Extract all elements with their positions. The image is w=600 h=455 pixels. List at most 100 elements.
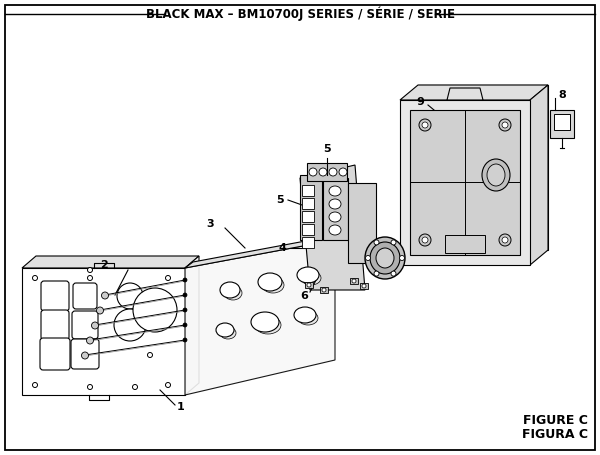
Polygon shape <box>185 256 199 395</box>
Circle shape <box>362 284 366 288</box>
Circle shape <box>88 275 92 280</box>
Text: 4: 4 <box>278 243 286 253</box>
Bar <box>323 178 348 240</box>
Circle shape <box>32 275 37 280</box>
Bar <box>550 110 574 138</box>
Circle shape <box>365 256 371 261</box>
Circle shape <box>319 168 327 176</box>
Circle shape <box>101 292 109 299</box>
Text: BLACK MAX – BM10700J SERIES / SÉRIE / SERIE: BLACK MAX – BM10700J SERIES / SÉRIE / SE… <box>146 7 455 21</box>
Circle shape <box>422 237 428 243</box>
Circle shape <box>166 383 170 388</box>
Circle shape <box>183 293 187 297</box>
Ellipse shape <box>365 237 405 279</box>
Ellipse shape <box>294 307 316 323</box>
Bar <box>305 282 313 288</box>
Ellipse shape <box>251 312 279 332</box>
Circle shape <box>117 283 143 309</box>
Polygon shape <box>22 268 185 395</box>
Circle shape <box>374 240 379 245</box>
Circle shape <box>183 323 187 327</box>
Polygon shape <box>447 88 483 100</box>
Bar <box>445 235 485 253</box>
Circle shape <box>422 122 428 128</box>
Circle shape <box>88 384 92 389</box>
Circle shape <box>419 234 431 246</box>
Text: 5: 5 <box>277 195 284 205</box>
Circle shape <box>97 307 104 314</box>
Ellipse shape <box>329 186 341 196</box>
Text: 8: 8 <box>558 90 566 100</box>
Polygon shape <box>22 256 199 268</box>
Circle shape <box>166 275 170 280</box>
Ellipse shape <box>255 316 281 334</box>
Text: 9: 9 <box>416 97 424 107</box>
Text: FIGURA C: FIGURA C <box>522 428 588 440</box>
Circle shape <box>322 288 326 292</box>
Bar <box>300 175 322 240</box>
Text: 2: 2 <box>100 260 108 270</box>
Ellipse shape <box>370 242 400 274</box>
Circle shape <box>183 278 187 282</box>
FancyBboxPatch shape <box>41 310 69 340</box>
Ellipse shape <box>329 225 341 235</box>
Text: 7: 7 <box>392 260 400 270</box>
Polygon shape <box>300 165 365 290</box>
Circle shape <box>91 322 98 329</box>
Polygon shape <box>530 85 548 265</box>
Text: 1: 1 <box>177 402 185 412</box>
Bar <box>554 114 570 130</box>
Circle shape <box>133 384 137 389</box>
Ellipse shape <box>482 159 510 191</box>
Circle shape <box>183 308 187 312</box>
Ellipse shape <box>298 311 318 325</box>
Bar <box>302 211 314 222</box>
Circle shape <box>82 352 89 359</box>
Circle shape <box>148 353 152 358</box>
Ellipse shape <box>224 286 242 300</box>
Polygon shape <box>400 85 548 100</box>
Circle shape <box>88 268 92 273</box>
Circle shape <box>307 283 311 287</box>
Circle shape <box>400 256 404 261</box>
Bar <box>320 287 328 293</box>
Circle shape <box>32 383 37 388</box>
Polygon shape <box>185 240 335 395</box>
Ellipse shape <box>329 199 341 209</box>
Text: FIGURE C: FIGURE C <box>523 414 587 426</box>
Circle shape <box>419 119 431 131</box>
Ellipse shape <box>329 212 341 222</box>
Bar <box>302 198 314 209</box>
Circle shape <box>114 309 146 341</box>
Bar <box>350 278 358 284</box>
Bar <box>302 237 314 248</box>
Polygon shape <box>400 100 530 265</box>
Circle shape <box>374 271 379 276</box>
Text: 5: 5 <box>323 144 331 154</box>
Circle shape <box>329 168 337 176</box>
Circle shape <box>499 234 511 246</box>
Bar <box>360 283 368 289</box>
Circle shape <box>183 338 187 342</box>
Circle shape <box>352 279 356 283</box>
Text: 6: 6 <box>300 291 308 301</box>
Circle shape <box>86 337 94 344</box>
Bar <box>302 224 314 235</box>
Polygon shape <box>185 234 343 268</box>
Ellipse shape <box>297 267 319 283</box>
Circle shape <box>499 119 511 131</box>
Ellipse shape <box>301 271 321 285</box>
Circle shape <box>502 122 508 128</box>
FancyBboxPatch shape <box>41 281 69 311</box>
Ellipse shape <box>220 327 236 339</box>
Ellipse shape <box>258 273 282 291</box>
FancyBboxPatch shape <box>40 338 70 370</box>
Circle shape <box>133 288 177 332</box>
FancyBboxPatch shape <box>73 283 97 309</box>
Ellipse shape <box>487 164 505 186</box>
Circle shape <box>391 271 396 276</box>
Ellipse shape <box>220 282 240 298</box>
Circle shape <box>309 168 317 176</box>
Bar <box>348 183 376 263</box>
FancyBboxPatch shape <box>72 311 98 339</box>
